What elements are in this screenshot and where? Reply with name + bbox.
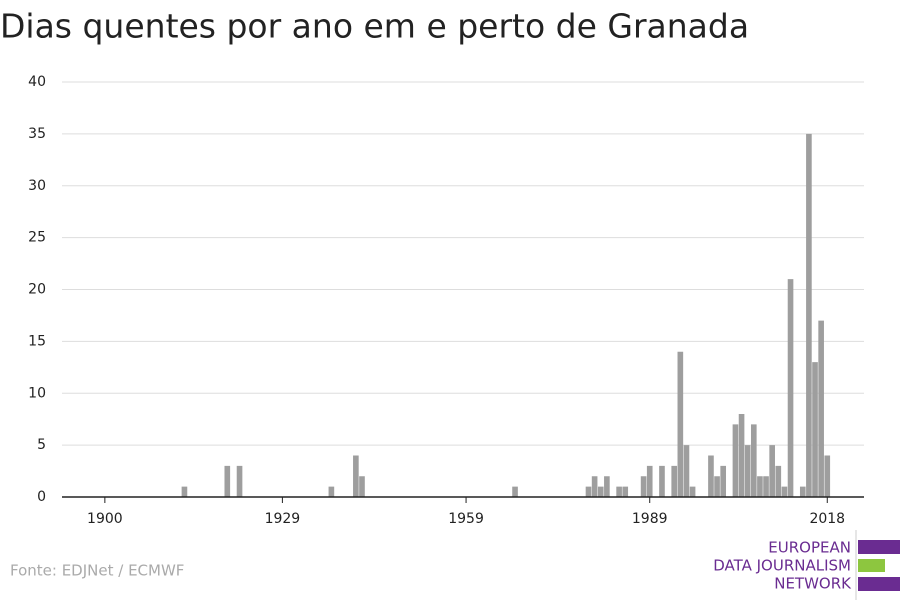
bar [640, 476, 647, 497]
bar [812, 362, 818, 497]
y-tick-label: 40 [28, 74, 46, 90]
y-tick-label: 35 [28, 126, 46, 142]
source: Fonte: EDJNet / ECMWF [10, 562, 184, 580]
bar [646, 465, 653, 497]
bar [328, 486, 335, 497]
bar [689, 486, 696, 497]
bar [799, 486, 806, 497]
bar [818, 320, 824, 497]
bar [708, 455, 714, 497]
x-tick-label: 1900 [87, 511, 123, 527]
bar [757, 476, 763, 497]
bar [781, 486, 788, 497]
bar [671, 465, 678, 497]
x-tick-label: 2018 [809, 511, 845, 527]
bar [616, 486, 622, 497]
y-tick-label: 30 [28, 178, 46, 194]
bar [732, 424, 739, 497]
logo-bar [858, 559, 885, 572]
bar [683, 445, 690, 497]
bar [597, 486, 604, 497]
bar [750, 424, 757, 497]
logo-bar [858, 540, 900, 554]
bar [359, 476, 365, 497]
logo-text: NETWORK [774, 575, 852, 593]
bar [720, 465, 727, 497]
y-tick-label: 0 [37, 489, 46, 505]
y-tick-label: 15 [28, 333, 46, 349]
bar [353, 455, 359, 497]
x-tick-label: 1989 [632, 511, 668, 527]
bar [591, 476, 598, 497]
logo-bar [858, 577, 900, 591]
bar [622, 486, 629, 497]
y-tick-label: 5 [37, 437, 46, 453]
bar [181, 486, 188, 497]
bar [787, 279, 794, 497]
bar [677, 351, 684, 497]
x-tick-label: 1959 [448, 511, 484, 527]
bar [806, 133, 812, 497]
bar [763, 476, 769, 497]
bar [659, 465, 665, 497]
bar [236, 465, 243, 497]
y-tick-label: 20 [28, 282, 46, 298]
bar [738, 414, 745, 497]
x-tick-label: 1929 [265, 511, 301, 527]
chart-title: Dias quentes por ano em e perto de Grana… [0, 7, 749, 46]
y-tick-label: 25 [28, 230, 46, 246]
logo-text: EUROPEAN [768, 539, 851, 557]
bar [744, 445, 751, 497]
bar [714, 476, 720, 497]
y-tick-label: 10 [28, 385, 46, 401]
bar [512, 486, 518, 497]
bar [224, 465, 231, 497]
bar [824, 455, 831, 497]
logo-text: DATA JOURNALISM [713, 557, 851, 575]
bar [775, 465, 782, 497]
bar [604, 476, 610, 497]
bar [585, 486, 592, 497]
bar [769, 445, 775, 497]
